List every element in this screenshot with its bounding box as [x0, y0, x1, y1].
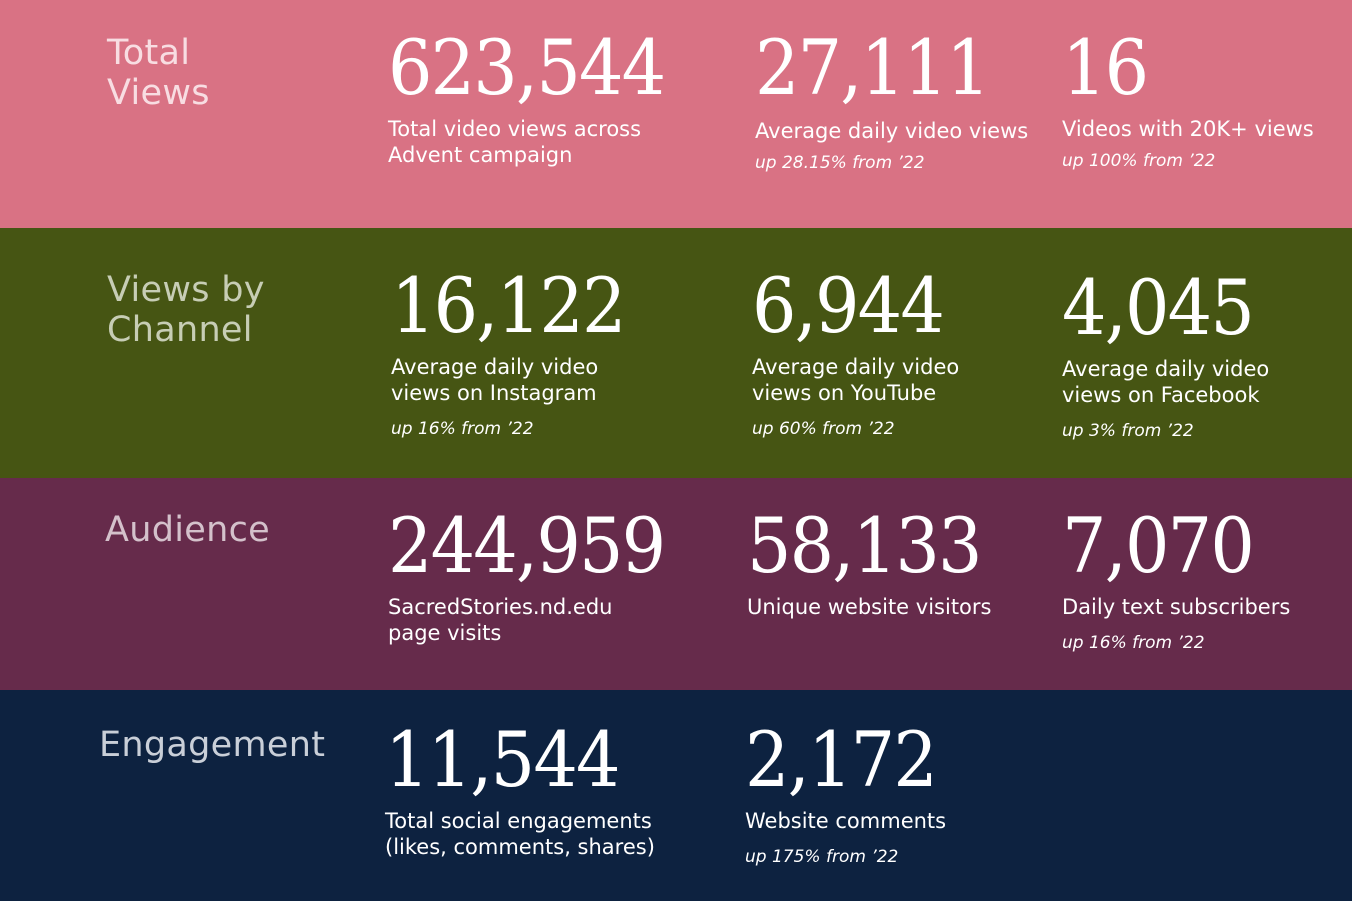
stat-description: Average daily video views on Facebook	[1062, 357, 1270, 407]
stat-change: up 100% from ’22	[1062, 151, 1216, 171]
stat-website-comments: 2,172 Website comments up 175% from ’22	[745, 720, 1045, 868]
stat-description: Videos with 20K+ views	[1062, 117, 1314, 141]
stat-youtube-daily-views: 6,944 Average daily video views on YouTu…	[752, 266, 1052, 440]
stat-value: 58,133	[747, 501, 982, 590]
stat-description: Unique website visitors	[747, 595, 992, 619]
stat-change: up 3% from ’22	[1062, 421, 1194, 441]
stat-change: up 16% from ’22	[1062, 633, 1205, 653]
engagement-heading: Engagement	[99, 725, 326, 765]
stat-description: Average daily video views on Instagram	[391, 355, 599, 405]
views-by-channel-section: Views by Channel 16,122 Average daily vi…	[0, 228, 1352, 478]
stat-value: 7,070	[1062, 501, 1255, 590]
views-by-channel-heading: Views by Channel	[107, 270, 265, 350]
stat-value: 6,944	[752, 261, 945, 350]
total-views-heading: Total Views	[107, 33, 210, 113]
stat-change: up 16% from ’22	[391, 419, 534, 439]
stat-description: Total video views across Advent campaign	[388, 117, 642, 167]
stat-description: Website comments	[745, 809, 947, 833]
stat-value: 4,045	[1062, 263, 1255, 352]
stat-description: Average daily video views	[755, 119, 1029, 143]
stat-videos-20k-views: 16 Videos with 20K+ views up 100% from ’…	[1062, 28, 1352, 172]
stat-change: up 60% from ’22	[752, 419, 895, 439]
stat-instagram-daily-views: 16,122 Average daily video views on Inst…	[391, 266, 691, 440]
stat-unique-website-visitors: 58,133 Unique website visitors	[747, 506, 1047, 620]
stat-change: up 175% from ’22	[745, 847, 899, 867]
total-views-section: Total Views 623,544 Total video views ac…	[0, 0, 1352, 228]
stat-total-video-views: 623,544 Total video views across Advent …	[388, 28, 688, 168]
engagement-section: Engagement 11,544 Total social engagemen…	[0, 690, 1352, 901]
stat-value: 244,959	[388, 501, 666, 590]
audience-heading: Audience	[105, 510, 270, 550]
stat-value: 2,172	[745, 715, 938, 804]
stat-value: 27,111	[755, 23, 990, 112]
stat-change: up 28.15% from ’22	[755, 153, 925, 173]
stat-average-daily-video-views: 27,111 Average daily video views up 28.1…	[755, 28, 1055, 174]
stat-value: 16	[1062, 23, 1149, 112]
stat-value: 16,122	[391, 261, 626, 350]
stat-description: SacredStories.nd.edu page visits	[388, 595, 613, 645]
stat-value: 11,544	[385, 715, 620, 804]
stat-page-visits: 244,959 SacredStories.nd.edu page visits	[388, 506, 688, 646]
audience-section: Audience 244,959 SacredStories.nd.edu pa…	[0, 478, 1352, 690]
stat-value: 623,544	[388, 23, 666, 112]
stat-description: Average daily video views on YouTube	[752, 355, 960, 405]
stat-description: Total social engagements (likes, comment…	[385, 809, 655, 859]
stat-total-social-engagements: 11,544 Total social engagements (likes, …	[385, 720, 685, 860]
stat-daily-text-subscribers: 7,070 Daily text subscribers up 16% from…	[1062, 506, 1352, 654]
stat-facebook-daily-views: 4,045 Average daily video views on Faceb…	[1062, 268, 1352, 442]
stat-description: Daily text subscribers	[1062, 595, 1291, 619]
